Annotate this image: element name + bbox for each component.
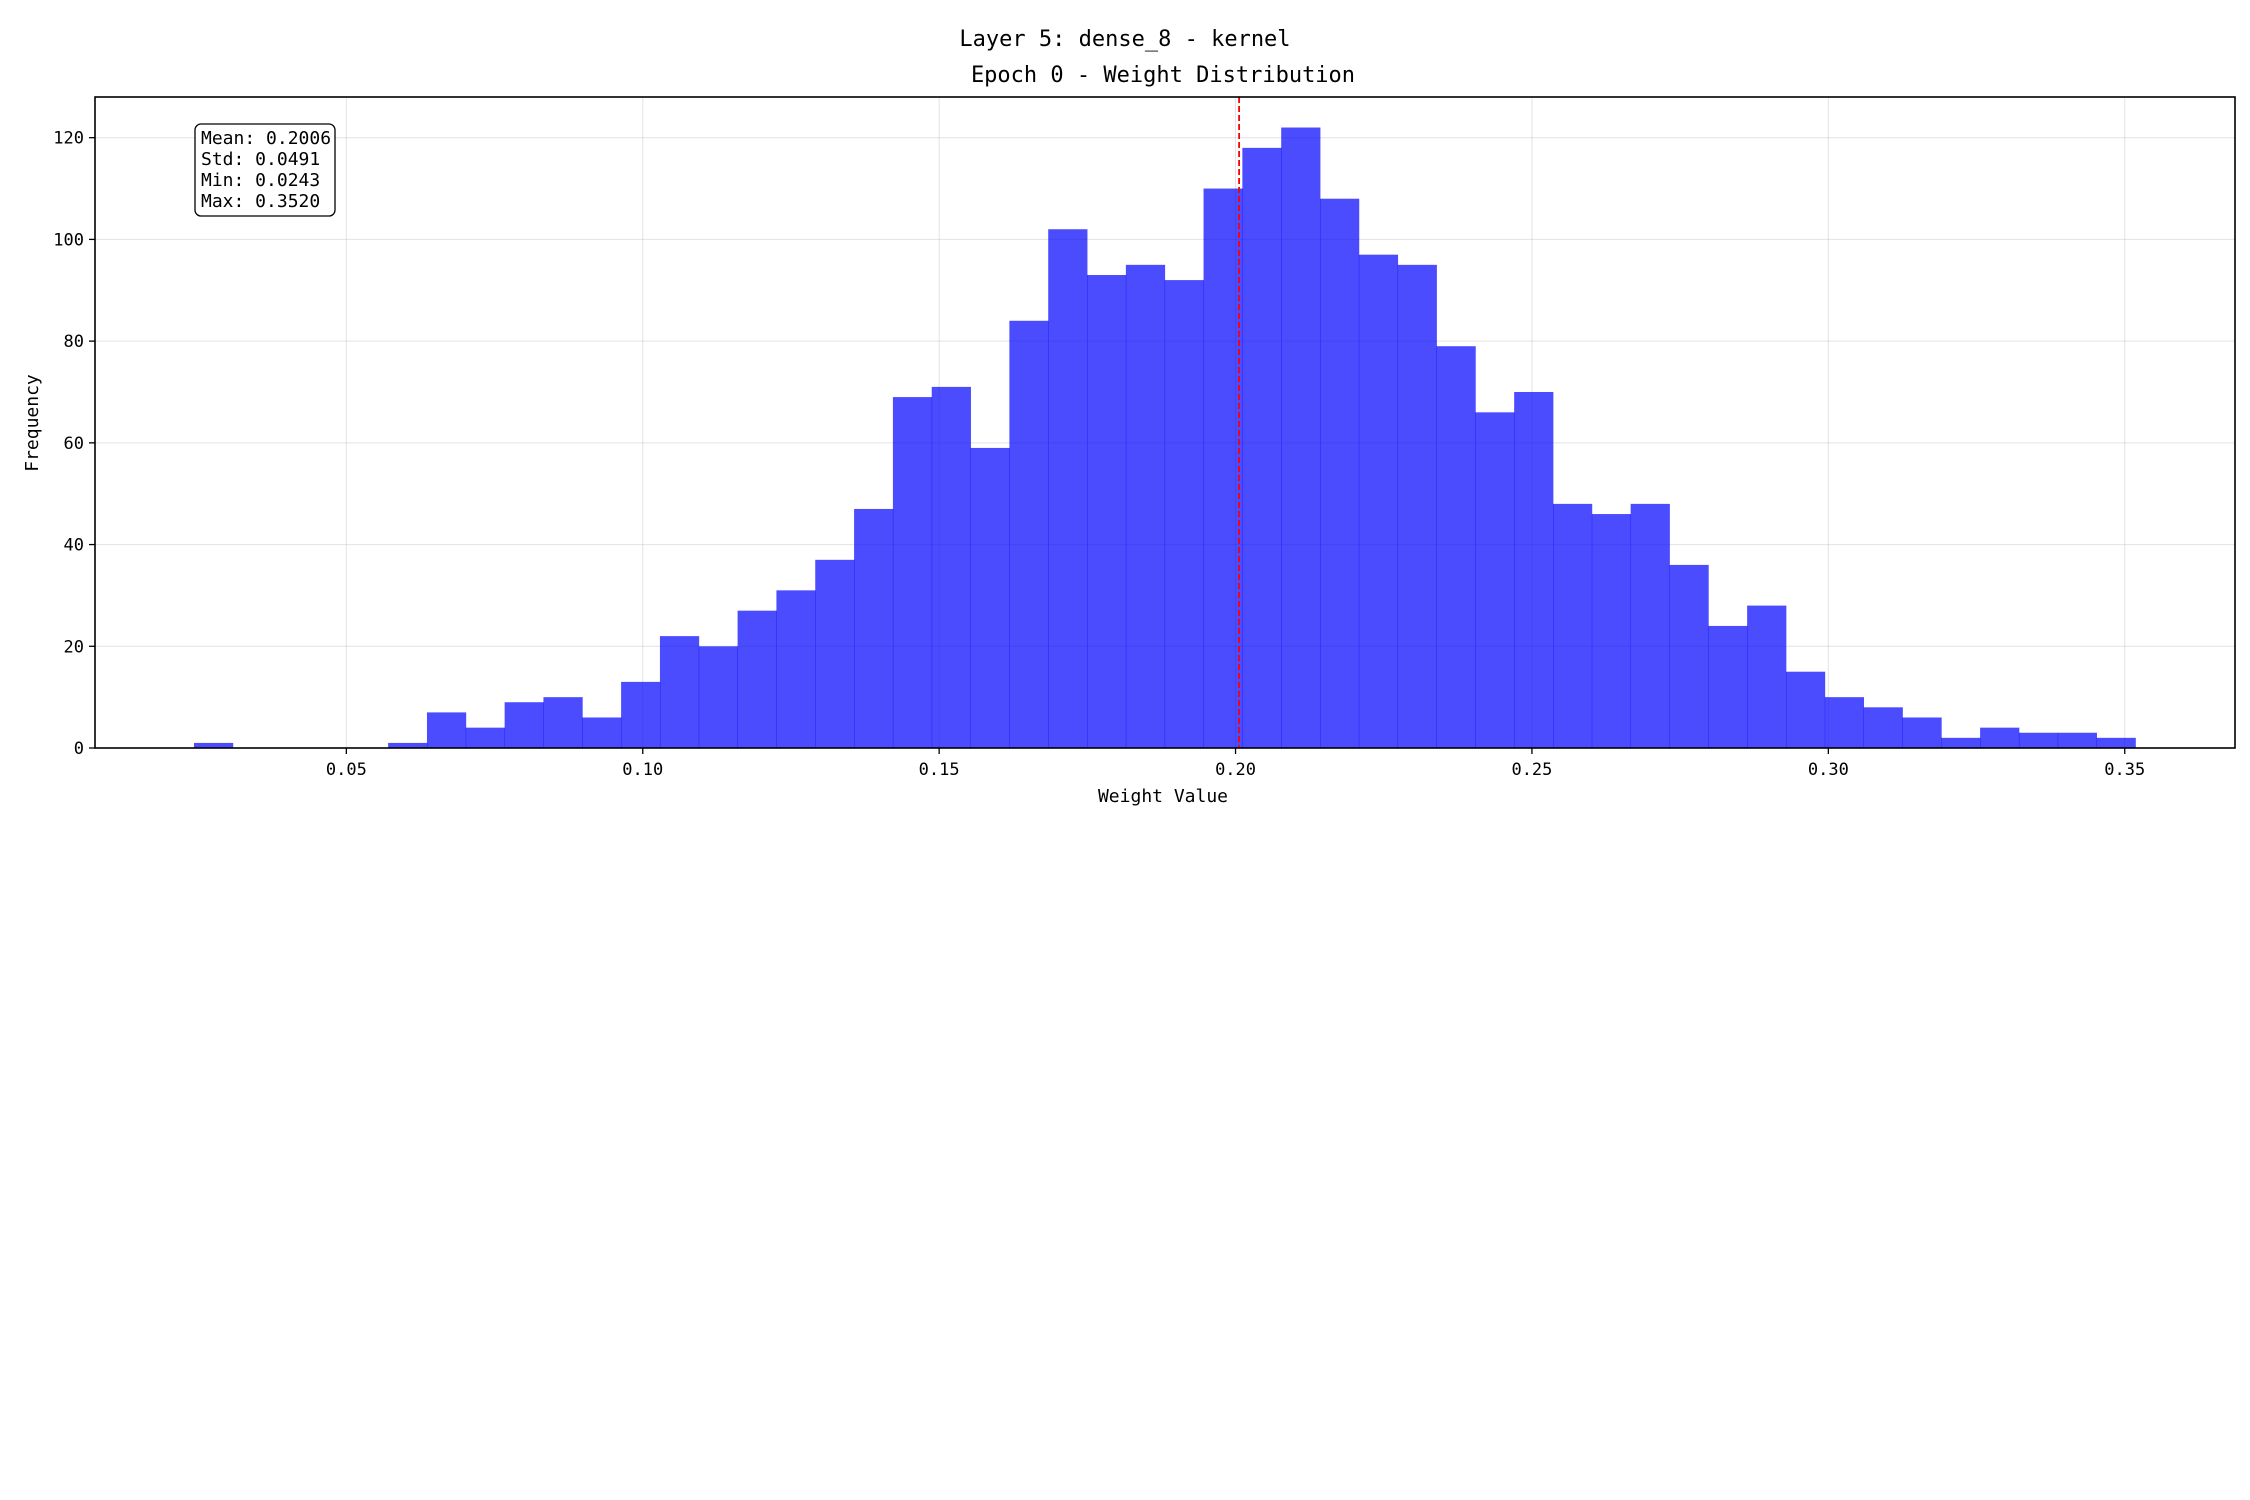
- histogram-bar-13: [698, 646, 738, 748]
- histogram-bar-38: [1669, 564, 1709, 748]
- stats-min: Min: 0.0243: [201, 170, 320, 191]
- histogram-bar-26: [1203, 188, 1243, 748]
- histogram-bar-28: [1281, 127, 1321, 748]
- chart-title: Epoch 0 - Weight Distribution: [971, 63, 1355, 88]
- histogram-bar-0: [193, 742, 234, 748]
- histogram-bar-16: [815, 559, 855, 748]
- histogram-bar-33: [1475, 412, 1515, 748]
- histogram-bar-46: [1980, 727, 2020, 748]
- stats-box: Mean: 0.2006 Std: 0.0491 Min: 0.0243 Max…: [194, 123, 336, 217]
- histogram-bar-17: [854, 508, 894, 748]
- chart-suptitle: Layer 5: dense_8 - kernel: [959, 27, 1290, 52]
- histogram-bar-39: [1708, 625, 1748, 748]
- histogram-bar-42: [1824, 697, 1865, 748]
- histogram-bar-24: [1125, 264, 1166, 748]
- histogram-bar-43: [1863, 707, 1903, 748]
- y-tick-label-0: 0: [74, 739, 84, 759]
- x-axis-label: Weight Value: [1098, 786, 1228, 807]
- histogram-bar-34: [1514, 391, 1554, 748]
- x-tick-label-4: 0.25: [1511, 760, 1552, 780]
- histogram-bar-11: [621, 681, 661, 748]
- histogram-bar-30: [1358, 254, 1399, 748]
- y-tick-label-4: 80: [64, 332, 84, 352]
- y-tick-label-1: 20: [64, 637, 84, 657]
- y-axis-ticks: 0 20 40 60 80 100 120: [53, 129, 95, 759]
- histogram-bar-15: [776, 590, 816, 748]
- x-tick-label-2: 0.15: [919, 760, 960, 780]
- x-tick-label-3: 0.20: [1215, 760, 1256, 780]
- grid-lines: [95, 97, 2235, 749]
- histogram-bar-20: [970, 447, 1010, 748]
- histogram-bar-27: [1242, 147, 1282, 748]
- x-tick-label-5: 0.30: [1808, 760, 1849, 780]
- histogram-bar-36: [1591, 514, 1632, 748]
- x-axis-ticks: 0.05 0.10 0.15 0.20 0.25 0.30 0.35: [326, 748, 2145, 780]
- histogram-bar-45: [1941, 737, 1981, 748]
- histogram-bar-31: [1397, 264, 1437, 748]
- histogram-bar-23: [1087, 275, 1127, 748]
- x-tick-label-6: 0.35: [2104, 760, 2145, 780]
- x-tick-label-0: 0.05: [326, 760, 367, 780]
- histogram-bar-44: [1902, 717, 1942, 748]
- histogram-bars: [193, 127, 2136, 748]
- histogram-bar-37: [1630, 503, 1670, 748]
- stats-mean: Mean: 0.2006: [201, 128, 331, 149]
- histogram-bar-18: [892, 397, 933, 748]
- histogram-bar-12: [659, 636, 700, 748]
- histogram-bar-8: [504, 702, 544, 748]
- x-tick-label-1: 0.10: [622, 760, 663, 780]
- y-tick-label-3: 60: [64, 434, 84, 454]
- histogram-bar-22: [1048, 229, 1088, 748]
- histogram-bar-19: [931, 386, 971, 748]
- histogram-bar-41: [1785, 671, 1826, 748]
- histogram-bar-9: [543, 697, 583, 748]
- stats-max: Max: 0.3520: [201, 191, 320, 212]
- histogram-bar-32: [1436, 346, 1476, 748]
- histogram-bar-21: [1009, 320, 1049, 748]
- stats-box-border: [194, 123, 336, 217]
- histogram-bar-29: [1320, 198, 1360, 748]
- histogram-bar-14: [737, 610, 777, 748]
- y-axis-label: Frequency: [22, 374, 43, 472]
- histogram-bar-35: [1552, 503, 1593, 748]
- y-tick-label-6: 120: [53, 129, 84, 149]
- histogram-bar-10: [582, 717, 622, 748]
- histogram-bar-49: [2096, 737, 2136, 748]
- histogram-bar-6: [426, 712, 467, 748]
- histogram-bar-25: [1164, 280, 1204, 748]
- histogram-bar-40: [1747, 605, 1787, 748]
- stats-std: Std: 0.0491: [201, 149, 320, 170]
- histogram-bar-7: [465, 727, 506, 748]
- y-tick-label-2: 40: [64, 536, 84, 556]
- histogram-bar-48: [2057, 732, 2097, 748]
- plot-frame: [94, 96, 2236, 749]
- histogram-bar-5: [388, 742, 428, 748]
- histogram-bar-47: [2018, 732, 2059, 748]
- y-tick-label-5: 100: [53, 230, 84, 250]
